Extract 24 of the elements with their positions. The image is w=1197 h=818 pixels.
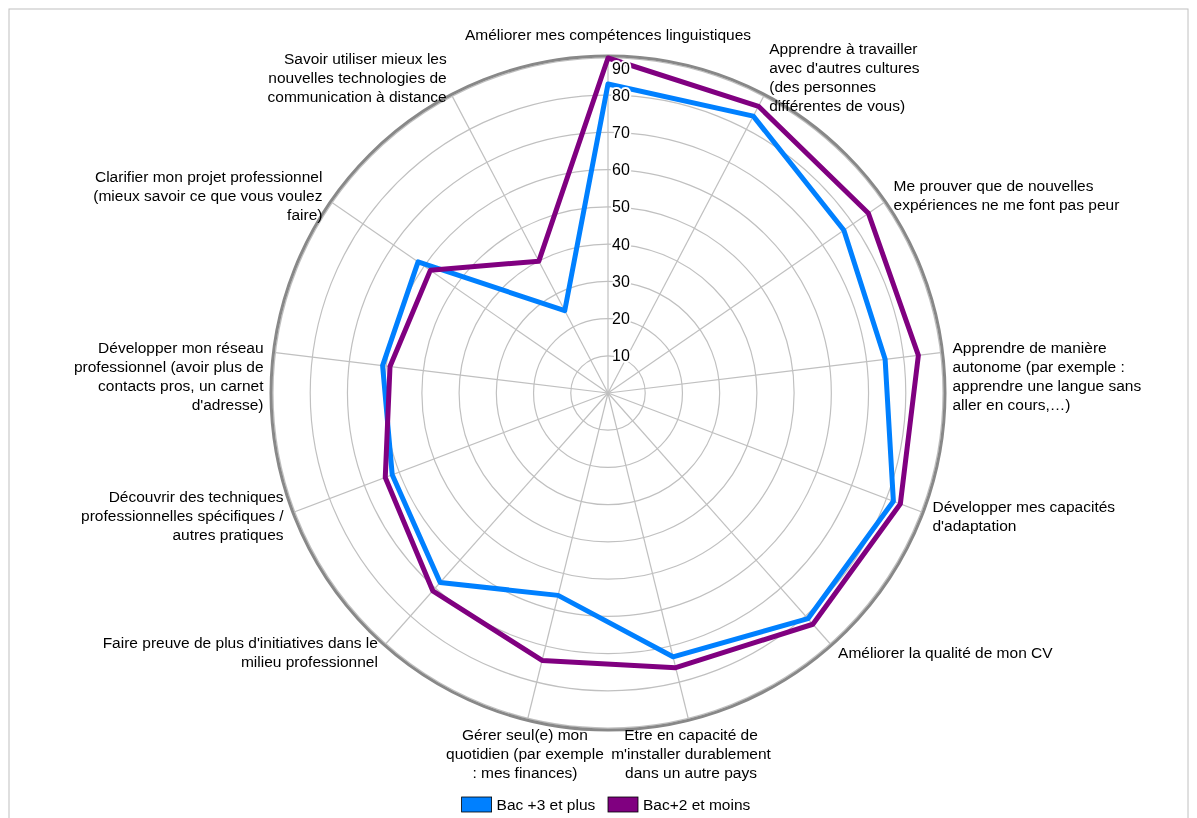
spoke-label: Savoir utiliser mieux les nouvelles technologies de communication à distance: [267, 49, 447, 105]
spoke-label: Découvrir des techniques professionnelles spécifiques / autres pratiques: [81, 488, 285, 544]
spoke-label: Clarifier mon projet professionnel (mieux savoir ce que vous voulez faire): [93, 167, 323, 223]
spoke-label: Apprendre à travailler avec d'autres cultures (des personnes différentes de vous): [769, 40, 920, 115]
y-tick-label: 70: [612, 124, 630, 142]
y-tick-label: 30: [612, 272, 630, 290]
y-tick-label: 10: [612, 347, 630, 365]
y-tick-label: 90: [612, 59, 630, 77]
y-tick-label: 20: [612, 310, 630, 328]
legend-label: Bac +3 et plus: [496, 796, 596, 813]
spoke-label: Etre en capacité de m'installer durablement dans un autre pays: [611, 725, 772, 781]
spoke-label: Me prouver que de nouvelles expériences ne me font pas peur: [893, 177, 1120, 214]
spoke-label: Améliorer mes compétences linguistiques: [464, 26, 752, 43]
y-tick-label: 60: [612, 161, 630, 179]
y-tick-label: 80: [612, 86, 630, 104]
spoke-label: Améliorer la qualité de mon CV: [838, 643, 1054, 661]
spoke-label: Développer mes capacités d'adaptation: [932, 497, 1116, 534]
spoke-label: Apprendre de manière autonome (par exemple : apprendre une langue sans aller en cours,…): [952, 339, 1142, 414]
legend-label: Bac+2 et moins: [643, 796, 751, 813]
y-tick-label: 50: [612, 198, 630, 216]
spoke-label: Gérer seul(e) mon quotidien (par exemple : mes finances): [446, 725, 604, 781]
y-tick-label: 40: [612, 235, 630, 253]
spoke-label: Faire preuve de plus d'initiatives dans le milieu professionnel: [102, 634, 378, 671]
spoke-label: Développer mon réseau professionnel (avoir plus de contacts pros, un carnet d'adresse): [73, 339, 265, 414]
